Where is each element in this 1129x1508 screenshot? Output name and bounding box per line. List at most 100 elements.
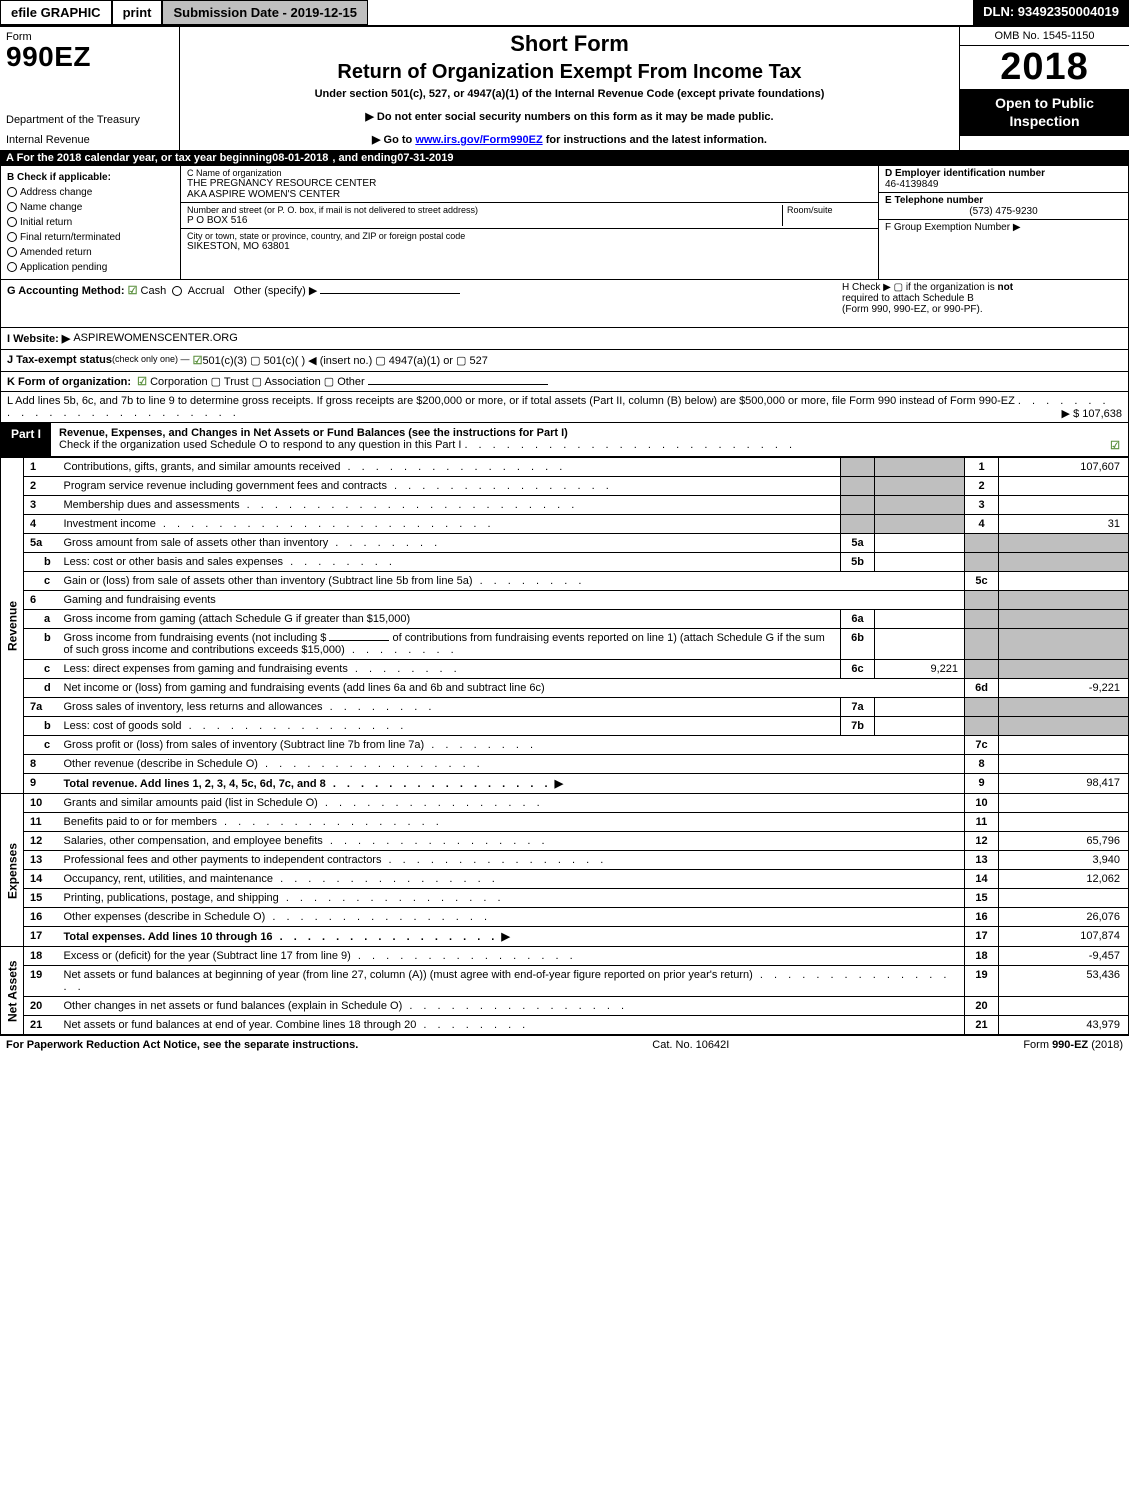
line-20: 20 Other changes in net assets or fund b… [1, 997, 1129, 1016]
g-label: G Accounting Method: [7, 285, 125, 297]
chk-initial-return[interactable]: Initial return [7, 215, 174, 230]
short-form-title: Short Form [188, 31, 951, 57]
side-net-assets: Net Assets [1, 947, 24, 1035]
line-1: Revenue 1 Contributions, gifts, grants, … [1, 458, 1129, 477]
row-j-tax-exempt: J Tax-exempt status (check only one) — ☑… [0, 350, 1129, 372]
return-title: Return of Organization Exempt From Incom… [188, 61, 951, 84]
omb-number: OMB No. 1545-1150 [960, 27, 1129, 46]
part-i-tag: Part I [1, 423, 51, 456]
row-k-form-org: K Form of organization: ☑ Corporation ▢ … [0, 372, 1129, 392]
line-5a: 5a Gross amount from sale of assets othe… [1, 534, 1129, 553]
submission-date: Submission Date - 2019-12-15 [162, 0, 368, 25]
block-b-to-f: B Check if applicable: Address change Na… [0, 166, 1129, 280]
j-label: J Tax-exempt status [7, 354, 112, 367]
top-bar: efile GRAPHIC print Submission Date - 20… [0, 0, 1129, 25]
h-text1: H Check ▶ ▢ if the organization is [842, 282, 998, 293]
row-a-mid: , and ending [332, 152, 397, 164]
line-18: Net Assets 18 Excess or (deficit) for th… [1, 947, 1129, 966]
phone-value: (573) 475-9230 [885, 206, 1122, 217]
goto-pre: ▶ Go to [372, 134, 415, 146]
part-i-header: Part I Revenue, Expenses, and Changes in… [0, 423, 1129, 457]
form-number: 990EZ [6, 41, 173, 73]
dept-treasury: Department of the Treasury [6, 114, 173, 126]
dln-label: DLN: 93492350004019 [973, 0, 1129, 25]
line-6d: d Net income or (loss) from gaming and f… [1, 679, 1129, 698]
city-label: City or town, state or province, country… [187, 231, 872, 241]
footer-left: For Paperwork Reduction Act Notice, see … [6, 1039, 358, 1051]
i-label: I Website: ▶ [7, 332, 70, 345]
g-accrual: Accrual [188, 285, 225, 297]
print-button[interactable]: print [112, 0, 163, 25]
line-14: 14 Occupancy, rent, utilities, and maint… [1, 870, 1129, 889]
c-name-label: C Name of organization [187, 168, 872, 178]
chk-name-change[interactable]: Name change [7, 200, 174, 215]
accrual-radio[interactable] [172, 286, 182, 296]
efile-graphic-label: efile GRAPHIC [0, 0, 112, 25]
lines-table: Revenue 1 Contributions, gifts, grants, … [0, 457, 1129, 1035]
addr-label: Number and street (or P. O. box, if mail… [187, 205, 782, 215]
chk-address-change[interactable]: Address change [7, 185, 174, 200]
e-phone-label: E Telephone number [885, 195, 1122, 206]
line-4: 4 Investment income 4 31 [1, 515, 1129, 534]
row-g-accounting: G Accounting Method: ☑ Cash Accrual Othe… [0, 280, 1129, 328]
line-8: 8 Other revenue (describe in Schedule O)… [1, 755, 1129, 774]
line-21: 21 Net assets or fund balances at end of… [1, 1016, 1129, 1035]
line-6b: b Gross income from fundraising events (… [1, 629, 1129, 660]
col-c-org: C Name of organization THE PREGNANCY RES… [181, 166, 878, 279]
ein-value: 46-4139849 [885, 179, 1122, 190]
line-5b: b Less: cost or other basis and sales ex… [1, 553, 1129, 572]
row-l-gross-receipts: L Add lines 5b, 6c, and 7b to line 9 to … [0, 392, 1129, 423]
warning-ssn: ▶ Do not enter social security numbers o… [188, 110, 951, 123]
line-3: 3 Membership dues and assessments 3 [1, 496, 1129, 515]
row-a-end: 07-31-2019 [397, 152, 453, 164]
row-a-tax-year: A For the 2018 calendar year, or tax yea… [0, 150, 1129, 166]
line-9: 9 Total revenue. Add lines 1, 2, 3, 4, 5… [1, 774, 1129, 794]
goto-link-line: ▶ Go to www.irs.gov/Form990EZ for instru… [188, 133, 951, 146]
col-b-checkboxes: B Check if applicable: Address change Na… [1, 166, 181, 279]
line-7b: b Less: cost of goods sold 7b [1, 717, 1129, 736]
page-footer: For Paperwork Reduction Act Notice, see … [0, 1035, 1129, 1054]
k-corp-check-icon: ☑ [137, 376, 147, 388]
k-label: K Form of organization: [7, 376, 131, 388]
line-17: 17 Total expenses. Add lines 10 through … [1, 927, 1129, 947]
j-paren: (check only one) — [112, 354, 190, 367]
chk-final-return[interactable]: Final return/terminated [7, 230, 174, 245]
part-i-check-icon: ☑ [1110, 439, 1120, 452]
line-15: 15 Printing, publications, postage, and … [1, 889, 1129, 908]
chk-application-pending[interactable]: Application pending [7, 260, 174, 275]
form-header: Form 990EZ Department of the Treasury In… [0, 25, 1129, 150]
h-not: not [998, 282, 1014, 293]
irs-link[interactable]: www.irs.gov/Form990EZ [415, 134, 542, 146]
col-d-to-f: D Employer identification number 46-4139… [878, 166, 1128, 279]
l-amount: ▶ $ 107,638 [1062, 407, 1122, 420]
org-name-1: THE PREGNANCY RESOURCE CENTER [187, 178, 872, 189]
org-address: P O BOX 516 [187, 215, 782, 226]
line-11: 11 Benefits paid to or for members 11 [1, 813, 1129, 832]
line-12: 12 Salaries, other compensation, and emp… [1, 832, 1129, 851]
k-opts: Corporation ▢ Trust ▢ Association ▢ Othe… [150, 376, 365, 388]
cash-check-icon: ☑ [128, 285, 138, 297]
footer-right: Form 990-EZ (2018) [1023, 1039, 1123, 1051]
tax-year: 2018 [960, 46, 1129, 89]
org-city: SIKESTON, MO 63801 [187, 241, 872, 252]
chk-amended-return[interactable]: Amended return [7, 245, 174, 260]
h-box: H Check ▶ ▢ if the organization is not r… [842, 282, 1122, 315]
line-2: 2 Program service revenue including gove… [1, 477, 1129, 496]
website-value: ASPIREWOMENSCENTER.ORG [73, 332, 237, 345]
subtitle: Under section 501(c), 527, or 4947(a)(1)… [188, 88, 951, 100]
j-opts: 501(c)(3) ▢ 501(c)( ) ◀ (insert no.) ▢ 4… [202, 354, 487, 367]
line-6c: c Less: direct expenses from gaming and … [1, 660, 1129, 679]
org-name-2: AKA ASPIRE WOMEN'S CENTER [187, 189, 872, 200]
line-16: 16 Other expenses (describe in Schedule … [1, 908, 1129, 927]
line-5c: c Gain or (loss) from sale of assets oth… [1, 572, 1129, 591]
line-19: 19 Net assets or fund balances at beginn… [1, 966, 1129, 997]
h-text2: required to attach Schedule B [842, 293, 974, 304]
line-7a: 7a Gross sales of inventory, less return… [1, 698, 1129, 717]
part-i-check-line: Check if the organization used Schedule … [59, 439, 461, 451]
row-a-begin: 08-01-2018 [272, 152, 328, 164]
goto-post: for instructions and the latest informat… [546, 134, 767, 146]
room-suite-label: Room/suite [787, 205, 872, 215]
l-text: L Add lines 5b, 6c, and 7b to line 9 to … [7, 395, 1015, 407]
d-ein-label: D Employer identification number [885, 168, 1122, 179]
line-7c: c Gross profit or (loss) from sales of i… [1, 736, 1129, 755]
